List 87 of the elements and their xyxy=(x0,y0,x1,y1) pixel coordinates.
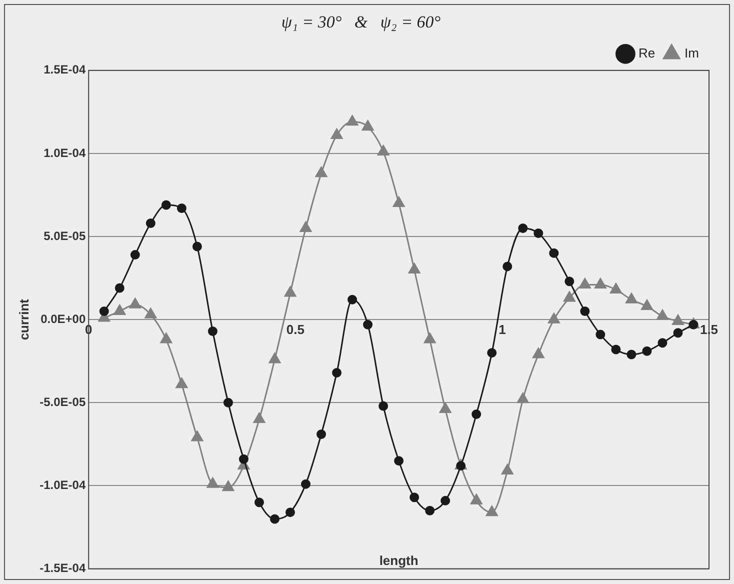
point xyxy=(626,350,636,360)
point xyxy=(408,263,420,274)
point xyxy=(130,250,140,260)
point xyxy=(502,262,512,272)
x-axis-title: length xyxy=(379,552,418,568)
point xyxy=(378,401,388,411)
point xyxy=(332,368,342,378)
point xyxy=(580,306,590,316)
y-tick-label: 1.0E-04 xyxy=(44,146,86,160)
point xyxy=(301,479,311,489)
point xyxy=(548,312,560,324)
point xyxy=(472,410,482,420)
point xyxy=(611,344,621,354)
y-axis-title: currint xyxy=(16,298,32,340)
y-tick-label: -5.0E-05 xyxy=(40,394,86,409)
point xyxy=(254,498,264,508)
point xyxy=(564,276,574,286)
point xyxy=(114,283,124,293)
point xyxy=(688,320,698,330)
y-tick-label: 1.5E-04 xyxy=(44,62,86,77)
point xyxy=(486,506,498,516)
point xyxy=(439,402,452,414)
point xyxy=(99,306,109,316)
point xyxy=(222,480,234,492)
point xyxy=(470,494,482,504)
point xyxy=(394,456,404,466)
point xyxy=(223,398,233,408)
point xyxy=(596,330,606,340)
point xyxy=(270,514,280,524)
point xyxy=(610,282,622,294)
point xyxy=(516,392,529,404)
point xyxy=(594,278,606,288)
point xyxy=(392,196,405,208)
point xyxy=(161,200,171,210)
x-tick-label: 0.5 xyxy=(286,322,304,337)
point xyxy=(208,326,218,336)
point xyxy=(658,338,668,348)
point xyxy=(534,228,544,238)
point xyxy=(206,477,219,488)
point xyxy=(410,492,420,502)
x-tick-label: 1 xyxy=(498,322,506,337)
point xyxy=(425,506,435,516)
point xyxy=(160,332,172,344)
point xyxy=(642,346,652,356)
point xyxy=(316,429,326,439)
point xyxy=(518,223,528,233)
point xyxy=(363,320,373,330)
point xyxy=(487,348,497,358)
y-tick-label: 0.0E+00 xyxy=(40,312,86,326)
point xyxy=(315,166,328,178)
point xyxy=(346,115,358,126)
chart-title: ψ₁ = 30° & ψ₂ = 60° xyxy=(281,12,441,32)
point xyxy=(673,328,683,338)
point xyxy=(253,412,266,424)
point xyxy=(377,145,390,156)
point xyxy=(348,294,358,304)
point xyxy=(672,314,684,326)
y-tick-label: -1.0E-04 xyxy=(40,478,86,492)
point xyxy=(176,204,186,214)
point xyxy=(285,508,295,518)
point xyxy=(146,218,156,228)
point xyxy=(563,291,576,302)
point xyxy=(129,298,142,308)
point xyxy=(114,304,126,316)
point xyxy=(440,496,450,506)
legend-label: Im xyxy=(684,45,700,60)
y-tick-label: -1.5E-04 xyxy=(40,561,86,576)
point xyxy=(501,464,514,475)
point xyxy=(362,120,374,131)
point xyxy=(192,242,202,252)
y-tick-label: 5.0E-05 xyxy=(44,228,86,243)
point xyxy=(656,310,668,320)
point xyxy=(268,352,281,364)
point xyxy=(238,454,248,464)
point xyxy=(144,308,157,318)
point xyxy=(284,286,296,297)
point xyxy=(176,378,188,388)
point xyxy=(191,430,204,442)
point xyxy=(300,221,312,232)
point xyxy=(641,300,653,310)
point xyxy=(549,248,559,258)
point xyxy=(532,348,544,358)
point xyxy=(330,128,343,139)
point xyxy=(626,292,638,304)
legend-label: Re xyxy=(638,45,656,60)
point xyxy=(424,332,436,344)
point xyxy=(578,278,591,288)
